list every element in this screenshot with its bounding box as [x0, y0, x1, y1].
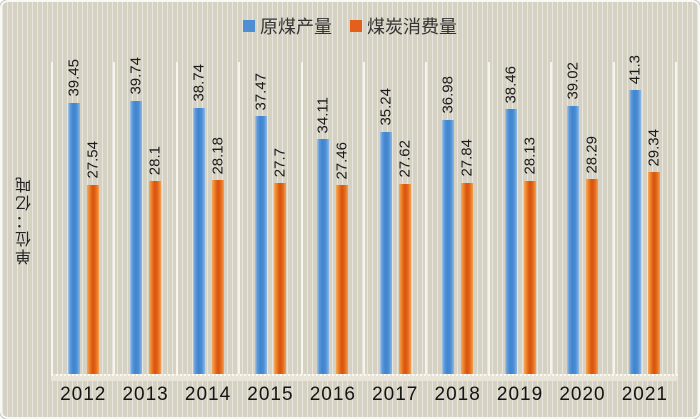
- category-group-2016: 34.11 27.46: [302, 62, 364, 374]
- bar-value-label-production-2018: 36.98: [439, 76, 457, 114]
- bar-value-label-production-2012: 39.45: [65, 59, 83, 97]
- category-group-2012: 39.45 27.54: [52, 59, 114, 374]
- bar-production-2016: 34.11: [315, 97, 332, 374]
- category-group-2017: 35.24 27.62: [364, 62, 426, 374]
- gridline: [487, 62, 490, 374]
- x-axis-label-2019: 2019: [496, 384, 544, 405]
- bar-value-label-consumption-2014: 28.18: [209, 136, 227, 175]
- bar-value-label-production-2013: 39.74: [127, 57, 145, 95]
- category-group-2020: 39.02 28.29: [551, 62, 613, 374]
- legend-item-production: 原煤产量: [243, 13, 332, 39]
- bar-production-2012: 39.45: [65, 59, 82, 374]
- y-axis-unit-label: 单位：亿吨: [17, 175, 34, 265]
- bar-value-label-consumption-2018: 27.84: [458, 138, 476, 177]
- gridline: [175, 62, 178, 374]
- gridline: [363, 62, 365, 374]
- bar-value-label-consumption-2012: 27.54: [84, 140, 102, 179]
- gridline: [113, 62, 116, 374]
- legend-item-consumption: 煤炭消费量: [350, 13, 457, 39]
- bar-value-label-consumption-2021: 29.34: [645, 128, 663, 167]
- x-axis-label-2014: 2014: [184, 384, 232, 405]
- bar-production-2021: 41.3: [627, 55, 644, 374]
- bar-consumption-2018: 27.84: [459, 139, 476, 374]
- bar-value-label-consumption-2019: 28.13: [521, 136, 539, 175]
- bar-value-label-production-2017: 35.24: [377, 87, 395, 126]
- bar-value-label-consumption-2017: 27.62: [396, 140, 414, 178]
- legend-label-production: 原煤产量: [260, 17, 332, 37]
- bar-consumption-2017: 27.62: [396, 140, 413, 374]
- bar-value-label-production-2015: 37.47: [252, 72, 270, 111]
- bar-value-label-consumption-2016: 27.46: [333, 141, 351, 180]
- bar-value-label-production-2014: 38.74: [190, 63, 208, 102]
- bar-consumption-2021: 29.34: [646, 129, 663, 374]
- bar-value-label-production-2020: 39.02: [564, 61, 582, 100]
- category-group-2018: 36.98 27.84: [426, 62, 488, 374]
- consumption-swatch-icon: [350, 20, 362, 32]
- x-axis-label-2012: 2012: [60, 384, 107, 405]
- bar-groups-layer: 39.45 27.54 39.74 28.1 38.74 28.18 37.47 27.7 34…: [52, 55, 676, 374]
- gridline: [675, 62, 677, 374]
- bar-production-2015: 37.47: [252, 73, 269, 374]
- x-axis-label-2018: 2018: [434, 384, 481, 405]
- category-group-2014: 38.74 28.18: [177, 62, 239, 374]
- bar-production-2018: 36.98: [440, 76, 457, 374]
- bar-value-label-consumption-2013: 28.1: [146, 145, 164, 175]
- gridline: [612, 62, 615, 374]
- bar-production-2014: 38.74: [190, 64, 207, 374]
- production-swatch-icon: [243, 20, 255, 32]
- bar-consumption-2019: 28.13: [521, 137, 538, 374]
- bar-consumption-2016: 27.46: [334, 142, 351, 374]
- category-group-2019: 38.46 28.13: [489, 62, 551, 374]
- bar-consumption-2012: 27.54: [84, 141, 101, 374]
- bar-consumption-2014: 28.18: [209, 137, 226, 374]
- bar-value-label-consumption-2020: 28.29: [583, 135, 601, 174]
- x-axis-label-2021: 2021: [621, 384, 668, 405]
- gridline: [425, 62, 428, 374]
- bar-production-2017: 35.24: [377, 88, 394, 374]
- x-axis-label-2015: 2015: [247, 384, 294, 405]
- category-group-2015: 37.47 27.7: [239, 62, 301, 374]
- x-axis-label-2013: 2013: [122, 384, 169, 405]
- bar-value-label-production-2016: 34.11: [314, 96, 332, 134]
- bar-consumption-2020: 28.29: [583, 136, 600, 374]
- gridline: [51, 62, 53, 374]
- x-axis-label-2016: 2016: [309, 384, 356, 405]
- gridline: [300, 62, 303, 374]
- bar-value-label-production-2021: 41.3: [626, 54, 644, 84]
- legend-label-consumption: 煤炭消费量: [367, 17, 457, 37]
- bar-consumption-2013: 28.1: [147, 146, 164, 374]
- x-axis-label-2020: 2020: [559, 384, 606, 405]
- bar-value-label-consumption-2015: 27.7: [271, 148, 289, 178]
- bar-production-2020: 39.02: [564, 62, 581, 374]
- bar-consumption-2015: 27.7: [271, 148, 288, 374]
- plot-area: 39.45 27.54 39.74 28.1 38.74 28.18 37.47 27.7 34…: [51, 55, 677, 374]
- x-axis: 2012 2013 2014 2015 2016 2017 2018 2019 2020 2021: [52, 384, 676, 406]
- chart-floor: [51, 374, 678, 381]
- category-group-2021: 41.3 29.34: [614, 55, 676, 374]
- gridline: [550, 62, 553, 374]
- bar-production-2013: 39.74: [128, 57, 145, 374]
- bar-value-label-production-2019: 38.46: [502, 65, 520, 104]
- gridline: [238, 62, 241, 374]
- x-axis-label-2017: 2017: [372, 384, 419, 405]
- bar-production-2019: 38.46: [502, 66, 519, 374]
- legend: 原煤产量 煤炭消费量: [2, 13, 698, 39]
- category-group-2013: 39.74 28.1: [114, 57, 176, 374]
